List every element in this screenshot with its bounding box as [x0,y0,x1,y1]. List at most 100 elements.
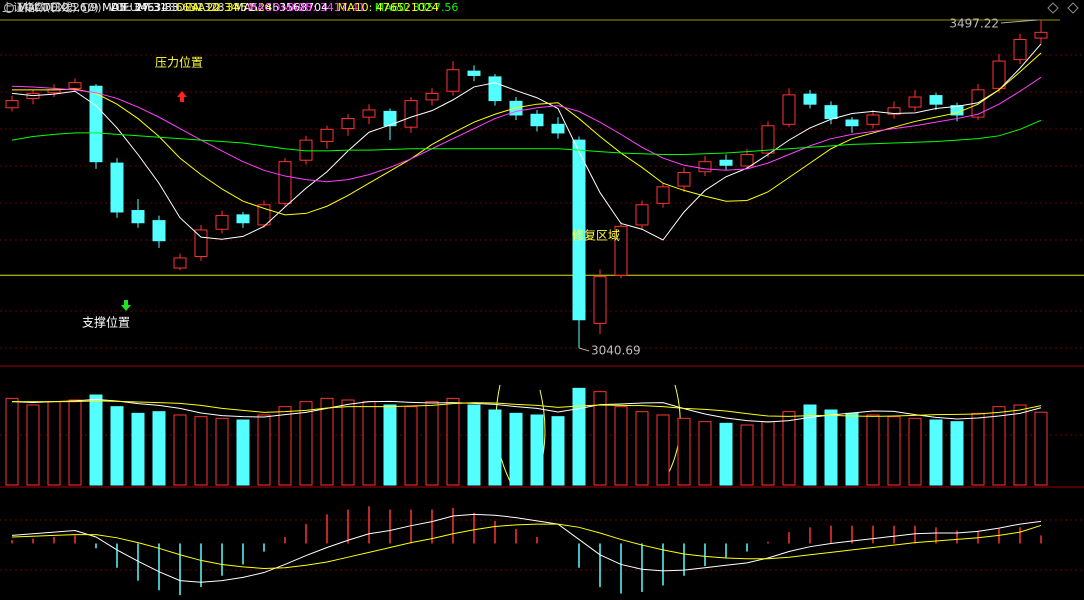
volume-bar [866,414,880,486]
candle-body [5,100,19,109]
grid-decoration [0,54,1084,571]
up-arrow [177,91,187,102]
volume-bar [572,387,586,486]
volume-bar [1034,411,1048,486]
candle-body [1013,39,1027,61]
ma-line [11,43,1042,241]
candle-body [488,76,502,102]
candle-body [677,171,691,187]
annotation: 修复区域 [572,228,620,243]
volume-bar [68,399,82,486]
volume-bar [173,414,187,486]
volume-bar [383,404,397,486]
candle-body [761,125,775,154]
legend-entry: MACD: 9.95 [247,1,313,14]
candle-body [236,214,250,224]
volume-bar [635,411,649,486]
legend-entry: DIF: 27.31 [111,1,167,14]
volume-bar [824,409,838,486]
volume-bar [551,416,565,486]
high-label: 3497.22 [949,16,999,30]
volume-bar [845,412,859,486]
volume-bar [782,411,796,486]
volume-bar [236,419,250,486]
legend-entry: VOLUME: 436631328 [108,1,225,14]
candle-body [446,69,460,92]
legend-entry: MA20: 3417.41 [281,1,366,14]
volume-bar [593,391,607,486]
candle-body [593,276,607,324]
candle-body [740,153,754,167]
volume-bar [656,414,670,486]
candle-body [404,100,418,128]
volume-bar [509,412,523,486]
candle-body [782,94,796,125]
candle-body [152,220,166,242]
price-header: 上证指数(日线) MA5: 3463.83 MA10: 3451.28 MA20… [0,0,458,16]
volume-header: VOL-TDX(5,10) VOLUME: 436631328 MA5: 463… [0,0,439,16]
macd-line [11,523,1042,570]
volume-bar [5,397,19,486]
candle-body [929,95,943,105]
candle-body [1034,31,1048,39]
volume-bar [446,397,460,486]
volume-bar [530,414,544,486]
pointer [1000,19,1038,24]
volume-bar [152,411,166,486]
volume-bar [320,397,334,486]
candle-body [215,215,229,230]
volume-ma-line [11,398,1042,423]
diamond-icon [1047,2,1079,14]
legend-entry: MA60: 3357.56 [374,1,459,14]
panel-title: VOL-TDX(5,10) [18,1,99,14]
candle-body [656,186,670,204]
candle-body [866,114,880,125]
volume-bar [992,406,1006,486]
volume-bar [761,421,775,486]
candle-body [614,225,628,276]
volume-bar [719,422,733,486]
candle-body [635,204,649,226]
ma-line [11,76,1042,183]
volume-bar [467,404,481,486]
icon [80,3,91,13]
low-label: 3040.69 [591,344,641,358]
legend-entry: MA5: 463568704 [233,1,329,14]
annotation: 支撑位置 [82,315,130,330]
volume-bar [89,394,103,486]
candle-body [530,113,544,127]
legend-entry: MA10: 476521024 [337,1,439,14]
volume-bar [194,416,208,486]
volume-bar [362,401,376,486]
volume-bar [929,419,943,486]
candle-body [845,119,859,127]
volume-bar [950,421,964,486]
down-arrow [121,300,131,311]
legend-entry: DEA: 22.34 [176,1,238,14]
volume-bar [887,416,901,486]
candle-body [698,161,712,173]
candle-body [194,229,208,258]
candle-body [362,109,376,118]
volume-bar [341,399,355,486]
volume-bar [26,404,40,486]
candle-body [68,82,82,89]
volume-bar [908,417,922,486]
candle-body [278,161,292,204]
candle-body [572,139,586,321]
panel-title: 上证指数(日线) [2,1,77,14]
volume-bar [425,401,439,486]
candle-body [320,128,334,143]
annotation: 压力位置 [155,55,203,70]
volume-bar [971,412,985,486]
volume-bar [677,417,691,486]
volume-bar [740,424,754,486]
volume-bar [110,406,124,486]
pointer [578,347,590,352]
volume-bar [1013,404,1027,486]
volume-bar [131,412,145,486]
candle-body [467,70,481,76]
volume-bar [215,417,229,486]
